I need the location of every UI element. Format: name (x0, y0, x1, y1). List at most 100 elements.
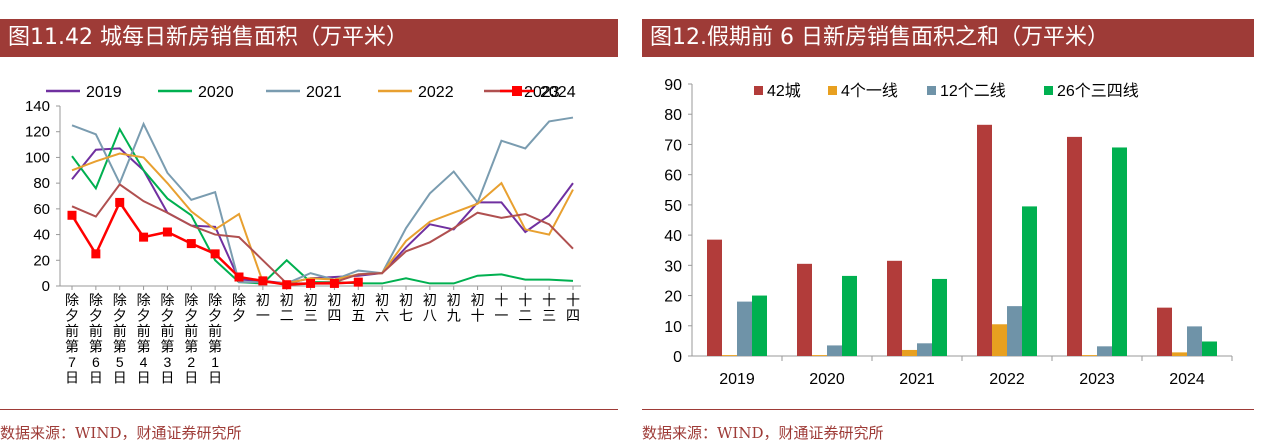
series-line-2024 (70, 199, 359, 286)
bar-26个三四线-2020 (842, 275, 857, 356)
bar-4个一线-2024 (1172, 352, 1187, 356)
bar-4个一线-2021 (902, 349, 917, 356)
legend-swatch-26个三四线 (1044, 86, 1053, 95)
bar-12个二线-2020 (827, 345, 842, 356)
legend-label-26个三四线: 26个三四线 (1057, 82, 1139, 100)
x-tick-label-char: 第 (113, 339, 127, 355)
x-tick-label-char: 4 (140, 354, 148, 370)
x-tick-label-char: 日 (160, 370, 174, 386)
y-tick-label: 60 (664, 168, 682, 185)
y-tick-label: 40 (33, 227, 50, 244)
x-tick-label-char: 初 (280, 292, 294, 308)
x-tick-label-char: 除 (184, 292, 198, 308)
x-tick-label-char: 6 (92, 354, 100, 370)
x-tick-label-char: 初 (447, 292, 461, 308)
y-tick-label: 50 (664, 198, 682, 215)
x-tick-label-char: 三 (542, 308, 556, 324)
x-tick-label-char: 七 (399, 308, 413, 324)
right-chart-title: 图12.假期前 6 日新房销售面积之和（万平米） (642, 19, 1254, 57)
y-tick-label: 20 (33, 252, 50, 269)
x-tick-label-char: 十 (566, 292, 580, 308)
x-tick-label-char: 前 (184, 323, 198, 339)
series-line-2021 (71, 116, 574, 285)
legend-swatch-42城 (754, 86, 763, 95)
x-tick-label-char: 初 (304, 292, 318, 308)
x-tick-label-char: 日 (184, 370, 198, 386)
legend-label-2021: 2021 (306, 84, 342, 101)
series-marker-2024 (210, 249, 220, 259)
series-marker-2024 (91, 249, 101, 259)
x-tick-label-char: 前 (89, 323, 103, 339)
x-tick-label-char: 初 (351, 292, 365, 308)
series-marker-2024 (139, 232, 149, 242)
x-tick-label: 2024 (1169, 371, 1205, 388)
left-chart-title: 图11.42 城每日新房销售面积（万平米） (0, 19, 618, 57)
x-tick-label-char: 初 (375, 292, 389, 308)
x-tick-label-char: 7 (68, 354, 76, 370)
series-marker-2024 (234, 272, 244, 282)
line-chart: 020406080100120140除夕前第7日除夕前第6日除夕前第5日除夕前第… (25, 84, 581, 386)
y-tick-label: 80 (664, 107, 682, 124)
x-tick-label-char: 四 (566, 308, 580, 324)
x-tick-label-char: 5 (116, 354, 124, 370)
x-tick-label-char: 日 (65, 370, 79, 386)
bar-42城-2020 (797, 263, 812, 356)
x-tick-label-char: 初 (327, 292, 341, 308)
x-tick-label-char: 日 (113, 370, 127, 386)
x-tick-label-char: 日 (89, 370, 103, 386)
bar-4个一线-2020 (812, 355, 827, 356)
x-tick-label: 2019 (719, 371, 755, 388)
x-tick-label-char: 夕 (65, 308, 79, 324)
x-tick-label: 2021 (899, 371, 935, 388)
bar-12个二线-2023 (1097, 346, 1112, 356)
x-tick-label-char: 初 (423, 292, 437, 308)
x-tick-label: 2023 (1079, 371, 1115, 388)
series-marker-2024 (258, 276, 268, 286)
x-tick-label-char: 除 (137, 292, 151, 308)
x-tick-label-char: 初 (399, 292, 413, 308)
legend-swatch-12个二线 (927, 86, 936, 95)
x-tick-label-char: 一 (256, 308, 270, 324)
x-tick-label-char: 一 (494, 308, 508, 324)
x-tick-label-char: 夕 (208, 308, 222, 324)
x-tick-label-char: 第 (208, 339, 222, 355)
x-tick-label-char: 前 (113, 323, 127, 339)
x-tick-label-char: 六 (375, 308, 389, 324)
x-tick-label-char: 第 (65, 339, 79, 355)
series-marker-2024 (162, 227, 172, 237)
series-marker-2024 (67, 210, 77, 220)
y-tick-label: 70 (664, 137, 682, 154)
x-tick-label-char: 夕 (137, 308, 151, 324)
x-tick-label-char: 除 (160, 292, 174, 308)
x-tick-label-char: 除 (232, 292, 246, 308)
x-tick-label-char: 第 (160, 339, 174, 355)
legend-label-4个一线: 4个一线 (841, 82, 898, 100)
bar-42城-2019 (707, 239, 722, 356)
series-marker-2024 (186, 239, 196, 249)
x-tick-label-char: 二 (518, 308, 532, 324)
y-tick-label: 80 (33, 175, 50, 192)
x-tick-label-char: 除 (113, 292, 127, 308)
bar-12个二线-2022 (1007, 306, 1022, 356)
series-marker-2024 (353, 277, 363, 287)
bar-chart: 0 10 20 30 40 50 60 70 80 90 2019 2020 2021 2022 2023 2… (664, 77, 1233, 388)
bar-26个三四线-2021 (932, 278, 947, 356)
x-tick-label-char: 除 (89, 292, 103, 308)
series-marker-2024 (306, 278, 316, 288)
bar-42城-2022 (977, 124, 992, 356)
series-marker-2024 (329, 278, 339, 288)
x-tick-label-char: 前 (208, 323, 222, 339)
right-chart-panel: 图12.假期前 6 日新房销售面积之和（万平米） 0 10 20 30 40 50 60 70… (642, 0, 1254, 444)
right-divider (642, 409, 1254, 410)
x-tick-label-char: 夕 (113, 308, 127, 324)
x-tick-label-char: 夕 (160, 308, 174, 324)
legend-label-2023: 2023 (524, 84, 560, 101)
bar-12个二线-2019 (737, 301, 752, 356)
x-tick-label-char: 日 (137, 370, 151, 386)
x-tick-label-char: 前 (65, 323, 79, 339)
legend-label-2020: 2020 (198, 84, 234, 101)
x-tick-label-char: 2 (187, 354, 195, 370)
x-tick-label-char: 四 (327, 308, 341, 324)
y-tick-label: 20 (664, 289, 682, 306)
bar-26个三四线-2019 (752, 295, 767, 356)
